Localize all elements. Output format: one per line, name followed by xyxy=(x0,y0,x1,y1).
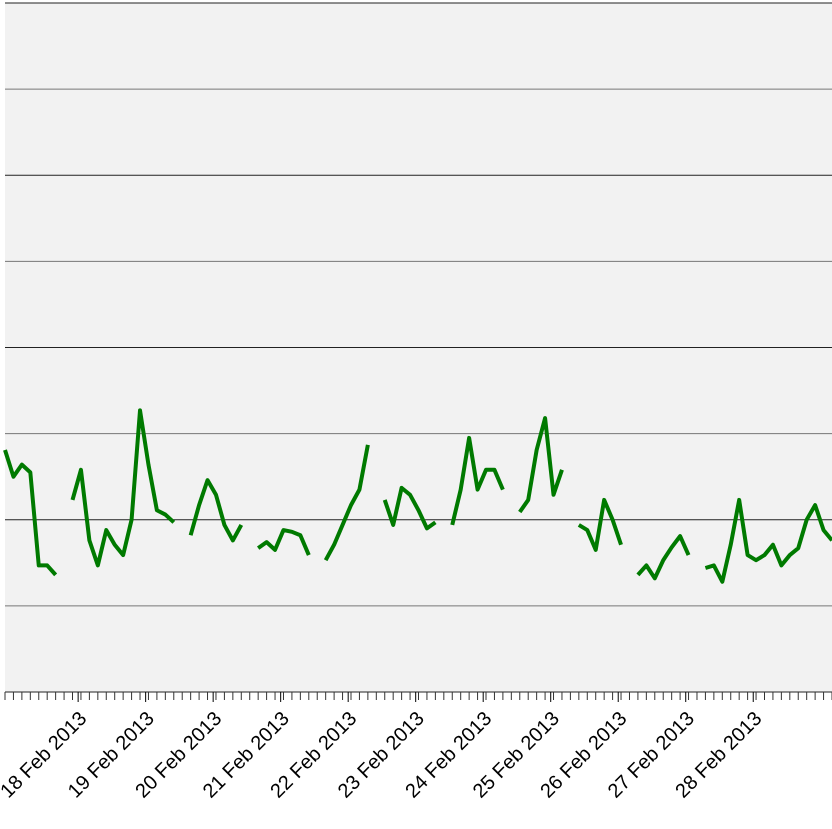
data-line xyxy=(3,408,832,584)
